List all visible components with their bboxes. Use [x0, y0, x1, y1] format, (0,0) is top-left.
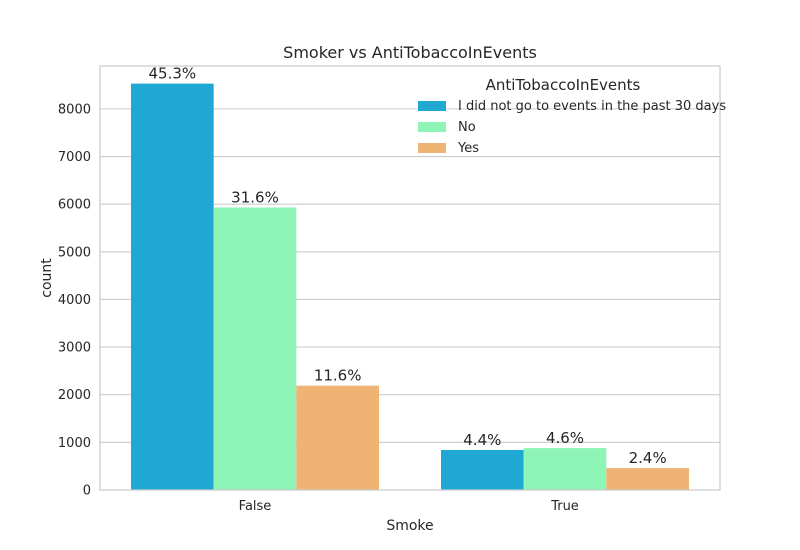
- plot-frame: [99, 65, 721, 491]
- bars: [131, 83, 689, 491]
- chart-title: Smoker vs AntiTobaccoInEvents: [283, 43, 537, 62]
- legend-entry-yes: Yes: [457, 141, 479, 156]
- x-tick-label-false: False: [239, 499, 272, 514]
- x-tick-label-true: True: [550, 499, 579, 514]
- bar-label-false-1: 31.6%: [231, 188, 279, 206]
- legend-title: AntiTobaccoInEvents: [486, 76, 641, 94]
- y-tick-label-8000: 8000: [58, 102, 91, 117]
- bar-data-labels: 45.3% 31.6% 11.6% 4.4% 4.6% 2.4%: [149, 65, 667, 467]
- y-tick-label-4000: 4000: [58, 293, 91, 308]
- legend-entry-no: No: [458, 120, 476, 135]
- y-axis-label: count: [39, 258, 55, 298]
- bar-true-2: [606, 468, 689, 490]
- bar-false-2: [296, 385, 379, 490]
- bar-true-0: [441, 449, 524, 490]
- y-tick-label-6000: 6000: [58, 198, 91, 213]
- legend-entry-did-not-go: I did not go to events in the past 30 da…: [458, 99, 726, 114]
- y-tick-label-3000: 3000: [58, 341, 91, 356]
- bar-label-true-0: 4.4%: [463, 431, 501, 449]
- y-tick-labels: 0 1000 2000 3000 4000 5000 6000 7000 8000: [58, 102, 91, 498]
- y-tick-label-1000: 1000: [58, 436, 91, 451]
- bar-false-0: [131, 83, 214, 491]
- legend-swatch-yes: [418, 143, 446, 153]
- bar-true-1: [523, 448, 607, 490]
- y-tick-label-5000: 5000: [58, 245, 91, 260]
- bar-label-true-1: 4.6%: [546, 429, 584, 447]
- bar-label-false-0: 45.3%: [149, 65, 197, 83]
- bar-label-false-2: 11.6%: [314, 367, 362, 385]
- bar-false-1: [213, 207, 297, 491]
- y-tick-label-2000: 2000: [58, 388, 91, 403]
- legend-swatch-did-not-go: [418, 101, 446, 111]
- legend: AntiTobaccoInEvents I did not go to even…: [418, 76, 726, 156]
- legend-swatch-no: [418, 122, 446, 132]
- bar-label-true-2: 2.4%: [629, 449, 667, 467]
- x-tick-labels: False True: [239, 499, 579, 514]
- y-tick-label-7000: 7000: [58, 150, 91, 165]
- y-tick-label-0: 0: [83, 484, 91, 499]
- x-axis-label: Smoke: [386, 518, 433, 534]
